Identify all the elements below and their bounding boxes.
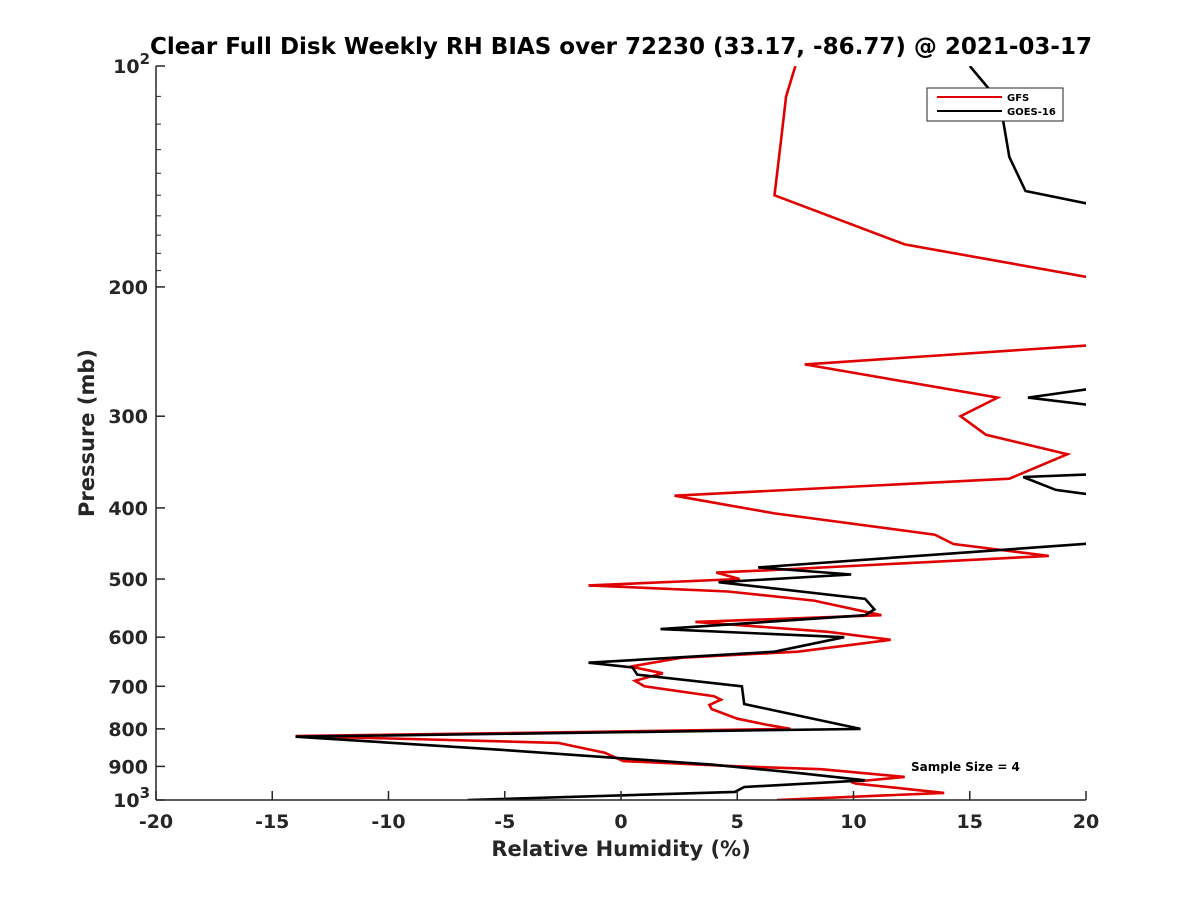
x-axis-label: Relative Humidity (%) (491, 837, 750, 861)
x-tick-label: 10 (840, 811, 866, 833)
legend-label-gfs: GFS (1007, 93, 1029, 104)
legend-label-goes16: GOES-16 (1007, 107, 1056, 118)
y-tick-label: 103 (113, 784, 150, 812)
y-axis-label: Pressure (mb) (75, 349, 99, 517)
series-line-gfs (295, 66, 1086, 800)
y-tick-label: 800 (108, 719, 148, 741)
y-tick-label: 300 (108, 406, 148, 428)
x-tick-label: -20 (139, 811, 173, 833)
series-lines (295, 66, 1086, 800)
x-tick-label: -10 (371, 811, 405, 833)
y-tick-label: 500 (108, 569, 148, 591)
series-line-goes16 (295, 66, 1086, 800)
x-tick-label: 15 (957, 811, 983, 833)
y-tick-label: 400 (108, 498, 148, 520)
y-tick-label: 200 (108, 277, 148, 299)
y-axis-ticks: 102 200 300 400 500 600 700 800 900 103 (108, 50, 165, 812)
x-tick-label: -15 (255, 811, 289, 833)
y-tick-label: 600 (108, 627, 148, 649)
legend-box (926, 87, 1064, 122)
x-tick-label: 5 (731, 811, 744, 833)
x-tick-label: 20 (1073, 811, 1099, 833)
y-tick-label: 900 (108, 756, 148, 778)
x-tick-label: -5 (494, 811, 515, 833)
sample-size-annotation: Sample Size = 4 (911, 760, 1020, 774)
y-tick-label: 700 (108, 676, 148, 698)
chart-title: Clear Full Disk Weekly RH BIAS over 7223… (150, 34, 1092, 60)
y-tick-label: 102 (113, 50, 150, 78)
x-tick-label: 0 (614, 811, 627, 833)
x-axis-ticks: -20 -15 -10 -5 0 5 10 15 20 (139, 791, 1099, 833)
legend: GFS GOES-16 (926, 87, 1064, 122)
